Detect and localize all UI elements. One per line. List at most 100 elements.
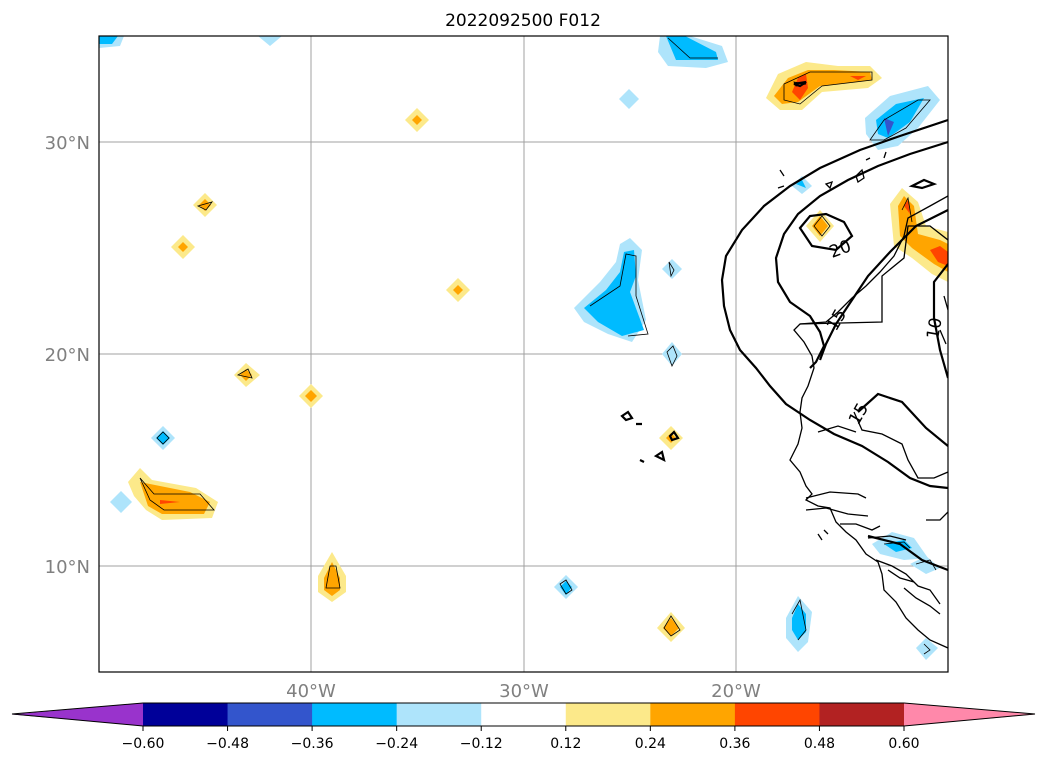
contour-closed-loop bbox=[798, 212, 854, 252]
pos-area-dot-5-core bbox=[453, 285, 463, 295]
pos-area-dot-7-core bbox=[305, 390, 317, 402]
borders-west-africa bbox=[805, 425, 948, 615]
neg-area-ne-dark bbox=[884, 118, 894, 136]
outline-south-2 bbox=[663, 615, 681, 637]
colorbar-tick-label: −0.48 bbox=[206, 736, 249, 752]
neg-area-dot-2-core bbox=[796, 180, 806, 188]
pos-area-dot-3-core bbox=[178, 242, 188, 252]
outline-central bbox=[589, 253, 649, 337]
neg-area-dot-8 bbox=[916, 638, 938, 660]
colorbar-segment bbox=[565, 703, 651, 726]
lat-label-10n: 10°N bbox=[45, 557, 90, 578]
colorbar-tick-label: −0.24 bbox=[375, 736, 418, 752]
contour-label-10: 10 bbox=[923, 316, 946, 341]
outline-east bbox=[901, 196, 913, 223]
neg-area-dot-5-core bbox=[156, 431, 170, 445]
outline-dot-3 bbox=[668, 261, 675, 278]
colorbar-segment bbox=[312, 703, 398, 726]
contour-small-islands bbox=[620, 410, 680, 463]
colorbar-tick-label: 0.48 bbox=[804, 736, 835, 752]
colorbar-tick-label: 0.24 bbox=[635, 736, 666, 752]
colorbar-outline bbox=[11, 702, 1036, 727]
contour-20-outer bbox=[720, 118, 948, 490]
neg-area-central-core bbox=[584, 250, 644, 336]
colorbar: −0.60 −0.48 −0.36 −0.24 −0.12 0.12 0.24 0.36 0.4… bbox=[11, 702, 1036, 752]
lon-label-40w: 40°W bbox=[286, 681, 336, 702]
colorbar-segments bbox=[12, 703, 1035, 726]
pos-area-dot-1-core bbox=[412, 115, 422, 125]
colorbar-segment bbox=[819, 703, 905, 726]
colorbar-segment bbox=[481, 703, 567, 726]
neg-area-se-2 bbox=[910, 556, 940, 574]
neg-area-nw-corner-core bbox=[99, 36, 118, 44]
map-frame bbox=[98, 35, 949, 673]
gridlines bbox=[99, 36, 948, 672]
outline-se-2 bbox=[915, 559, 937, 571]
colorbar-tick-label: 0.36 bbox=[719, 736, 750, 752]
longitude-labels: 40°W 30°W 20°W bbox=[286, 681, 761, 702]
outline-dot-4b bbox=[666, 345, 678, 368]
colorbar-segment bbox=[143, 703, 229, 726]
pos-area-east-dark bbox=[930, 246, 948, 266]
latitude-labels: 30°N 20°N 10°N bbox=[45, 133, 90, 578]
outline-se-1 bbox=[883, 541, 911, 549]
lon-label-20w: 20°W bbox=[711, 681, 761, 702]
bold-contours bbox=[620, 80, 948, 572]
outline-dot-6 bbox=[236, 368, 253, 379]
neg-area-dot-3 bbox=[662, 259, 682, 279]
colorbar-extend-max bbox=[904, 703, 1035, 726]
outline-west bbox=[139, 477, 215, 511]
contour-small-loop bbox=[908, 178, 938, 190]
colorbar-extend-min bbox=[12, 703, 143, 726]
pos-area-west-mid bbox=[140, 482, 210, 514]
outline-ne bbox=[869, 99, 931, 141]
contour-20-inner bbox=[774, 140, 948, 369]
neg-area-dot-4 bbox=[662, 342, 682, 366]
pos-area-north-dot bbox=[850, 76, 866, 80]
figure-title: 2022092500 F012 bbox=[445, 11, 601, 31]
outline-north bbox=[783, 71, 873, 105]
outline-south-1 bbox=[325, 565, 341, 589]
map-panel: 20 15 15 10 bbox=[98, 35, 949, 673]
lon-label-30w: 30°W bbox=[499, 681, 549, 702]
outline-dot-2 bbox=[196, 201, 214, 211]
border-western-sahara bbox=[799, 225, 948, 325]
neg-area-top-2-core bbox=[666, 36, 718, 60]
coast-east-fragment bbox=[939, 295, 948, 345]
border-mauritania-mali bbox=[853, 411, 948, 479]
outline-top-2 bbox=[667, 37, 718, 59]
colorbar-tick-label: −0.36 bbox=[291, 736, 334, 752]
colorbar-ticks: −0.60 −0.48 −0.36 −0.24 −0.12 0.12 0.24 0.36 0.4… bbox=[122, 726, 920, 752]
coastlines bbox=[777, 151, 948, 649]
anomaly-outlines bbox=[139, 37, 937, 655]
coastline-africa bbox=[789, 195, 948, 649]
pos-area-west-dark bbox=[160, 500, 180, 504]
pos-area-south-1-core bbox=[324, 562, 340, 596]
neg-area-dot-6 bbox=[110, 491, 132, 513]
canary-islands bbox=[777, 151, 887, 190]
pos-area-east-dot bbox=[904, 200, 910, 214]
pos-area-dot-4-core bbox=[812, 216, 828, 236]
positive-anomaly-areas bbox=[128, 62, 948, 642]
outline-dot-7 bbox=[559, 579, 573, 595]
colorbar-tick-label: −0.12 bbox=[460, 736, 503, 752]
lat-label-30n: 30°N bbox=[45, 133, 90, 154]
contour-15-lower bbox=[857, 392, 948, 447]
outline-dot-8 bbox=[923, 643, 931, 655]
lat-label-20n: 20°N bbox=[45, 345, 90, 366]
colorbar-tick-label: 0.12 bbox=[550, 736, 581, 752]
colorbar-tick-label: −0.60 bbox=[122, 736, 165, 752]
contour-15-upper bbox=[818, 209, 948, 361]
neg-area-top-1 bbox=[258, 36, 282, 46]
contour-small-loop-2 bbox=[793, 80, 807, 88]
outline-dot-5 bbox=[156, 431, 170, 445]
colorbar-segment bbox=[396, 703, 482, 726]
colorbar-segment bbox=[734, 703, 820, 726]
outline-dot-4 bbox=[813, 215, 831, 237]
negative-anomaly-areas bbox=[99, 36, 940, 660]
outline-south bbox=[791, 598, 807, 641]
contour-south-east bbox=[867, 534, 948, 572]
colorbar-segment bbox=[227, 703, 313, 726]
bissau-islands bbox=[817, 529, 829, 541]
